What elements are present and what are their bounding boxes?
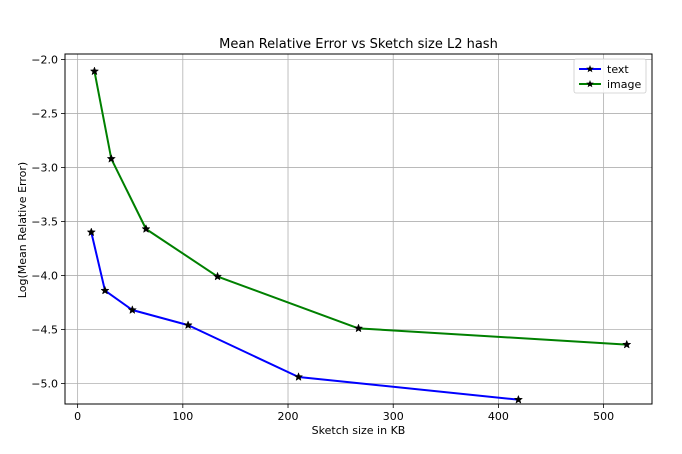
y-axis-ticks: −5.0 −4.5 −4.0 −3.5 −3.0 −2.5 −2.0 — [31, 53, 65, 390]
y-tick-label: −2.0 — [31, 53, 58, 66]
y-tick-label: −5.0 — [31, 377, 58, 390]
data-point-image — [141, 224, 151, 233]
data-point-text — [183, 320, 193, 330]
data-point-image — [353, 323, 364, 333]
chart-title: Mean Relative Error vs Sketch size L2 ha… — [219, 37, 498, 52]
legend-label: image — [607, 78, 641, 91]
series-line-image — [93, 71, 627, 346]
x-axis-ticks: 0 100 200 300 400 500 — [74, 404, 614, 423]
legend: text image — [573, 58, 647, 94]
x-tick-label: 100 — [172, 410, 193, 423]
y-tick-label: −4.0 — [31, 269, 58, 282]
data-point-text — [293, 372, 304, 381]
data-point-image — [212, 271, 223, 281]
data-point-text — [100, 285, 110, 295]
data-point-text — [127, 305, 137, 314]
x-tick-label: 0 — [74, 410, 81, 423]
legend-label: text — [607, 63, 629, 76]
x-tick-label: 200 — [278, 410, 299, 423]
series-line-text — [90, 232, 519, 401]
x-tick-label: 300 — [383, 410, 404, 423]
series-lines — [86, 66, 632, 404]
data-point-image — [89, 66, 100, 76]
x-tick-label: 500 — [593, 410, 614, 423]
data-point-image — [106, 153, 116, 163]
y-tick-label: −4.5 — [31, 323, 58, 336]
series-image — [89, 66, 632, 349]
y-tick-label: −3.5 — [31, 215, 58, 228]
x-tick-label: 400 — [488, 410, 509, 423]
grid — [65, 54, 652, 404]
series-text — [86, 227, 524, 404]
legend-marker — [586, 80, 594, 88]
data-point-image — [622, 339, 632, 349]
data-point-text — [513, 394, 524, 404]
y-tick-label: −3.0 — [31, 161, 58, 174]
y-axis-label: Log(Mean Relative Error) — [16, 162, 29, 298]
data-point-text — [86, 227, 96, 237]
legend-item-text: text — [579, 63, 629, 76]
legend-marker — [586, 65, 594, 73]
legend-item-image: image — [579, 78, 641, 91]
x-axis-label: Sketch size in KB — [312, 424, 406, 437]
y-tick-label: −2.5 — [31, 107, 58, 120]
plot-frame — [64, 53, 653, 405]
